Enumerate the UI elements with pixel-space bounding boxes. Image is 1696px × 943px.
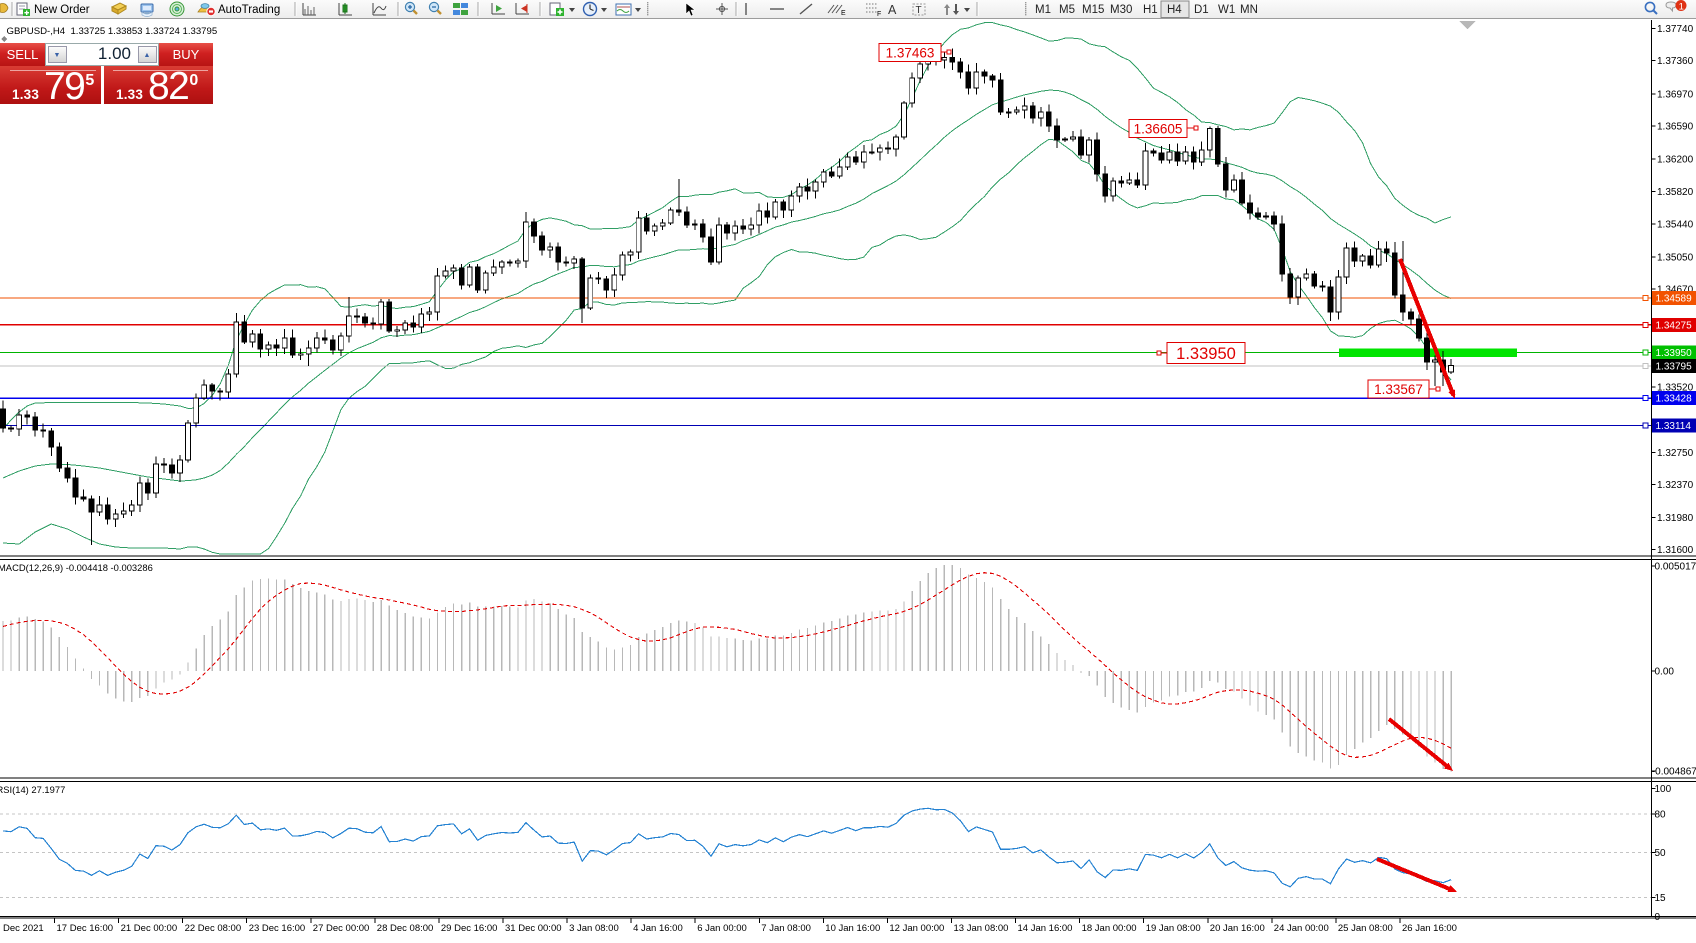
svg-text:31 Dec 00:00: 31 Dec 00:00 [505,923,562,934]
svg-text:25 Jan 08:00: 25 Jan 08:00 [1338,923,1393,934]
svg-text:0.005017: 0.005017 [1655,562,1696,573]
svg-text:27 Dec 00:00: 27 Dec 00:00 [313,923,370,934]
svg-text:GBPUSD-,H4 1.33725 1.33853 1.: GBPUSD-,H4 1.33725 1.33853 1.33724 1.337… [7,26,218,37]
svg-text:6 Jan 00:00: 6 Jan 00:00 [697,923,747,934]
svg-text:MACD(12,26,9) -0.004418 -0.003: MACD(12,26,9) -0.004418 -0.003286 [0,562,153,573]
svg-text:1.34589: 1.34589 [1656,293,1693,304]
svg-text:1.35050: 1.35050 [1657,252,1694,263]
svg-text:4 Jan 16:00: 4 Jan 16:00 [633,923,683,934]
svg-text:14 Jan 16:00: 14 Jan 16:00 [1018,923,1073,934]
svg-text:50: 50 [1655,848,1667,859]
svg-text:21 Dec 00:00: 21 Dec 00:00 [121,923,178,934]
svg-text:80: 80 [1655,810,1667,821]
svg-text:1.32750: 1.32750 [1657,448,1694,459]
svg-text:1.36970: 1.36970 [1657,89,1694,100]
svg-text:W1: W1 [1218,4,1235,16]
svg-text:1.33114: 1.33114 [1656,421,1692,432]
svg-text:24 Jan 00:00: 24 Jan 00:00 [1274,923,1329,934]
svg-text:1.36605: 1.36605 [1134,121,1183,136]
svg-text:Dec 2021: Dec 2021 [3,923,44,934]
svg-text:E: E [841,10,846,17]
svg-text:10 Jan 16:00: 10 Jan 16:00 [825,923,880,934]
svg-text:1.33428: 1.33428 [1656,394,1693,405]
svg-text:23 Dec 16:00: 23 Dec 16:00 [249,923,306,934]
svg-text:7 Jan 08:00: 7 Jan 08:00 [761,923,811,934]
svg-text:F: F [877,11,881,18]
svg-text:17 Dec 16:00: 17 Dec 16:00 [57,923,114,934]
svg-text:T: T [916,5,922,16]
svg-text:1.33567: 1.33567 [1374,382,1423,397]
svg-text:15: 15 [1655,893,1667,904]
svg-text:1.32370: 1.32370 [1657,480,1694,491]
svg-text:MN: MN [1240,4,1258,16]
svg-text:1.33795: 1.33795 [1656,362,1693,373]
svg-text:22 Dec 08:00: 22 Dec 08:00 [185,923,242,934]
svg-text:1.37740: 1.37740 [1657,24,1694,35]
svg-text:18 Jan 00:00: 18 Jan 00:00 [1082,923,1137,934]
svg-text:New Order: New Order [34,4,90,16]
svg-text:1.36590: 1.36590 [1657,122,1694,133]
svg-text:29 Dec 16:00: 29 Dec 16:00 [441,923,498,934]
svg-text:1.37360: 1.37360 [1657,56,1694,67]
svg-text:1.34275: 1.34275 [1656,320,1693,331]
svg-text:M15: M15 [1082,4,1104,16]
svg-text:1.35820: 1.35820 [1657,187,1694,198]
svg-text:RSI(14) 27.1977: RSI(14) 27.1977 [0,784,65,795]
svg-text:1.33950: 1.33950 [1656,348,1693,359]
svg-text:M5: M5 [1059,4,1075,16]
svg-text:26 Jan 16:00: 26 Jan 16:00 [1402,923,1457,934]
svg-text:1.35440: 1.35440 [1657,219,1694,230]
svg-text:M1: M1 [1035,4,1051,16]
svg-text:1.36200: 1.36200 [1657,155,1694,166]
svg-text:20 Jan 16:00: 20 Jan 16:00 [1210,923,1265,934]
svg-text:13 Jan 08:00: 13 Jan 08:00 [954,923,1009,934]
svg-text:-0.004867: -0.004867 [1652,767,1696,778]
svg-text:100: 100 [1655,784,1672,795]
svg-text:1.37463: 1.37463 [886,45,935,60]
svg-text:0.00: 0.00 [1655,666,1675,677]
svg-text:1.31600: 1.31600 [1657,545,1694,556]
svg-text:19 Jan 08:00: 19 Jan 08:00 [1146,923,1201,934]
svg-text:H1: H1 [1143,4,1158,16]
svg-text:A: A [888,3,897,17]
svg-text:H4: H4 [1167,4,1182,16]
svg-text:3 Jan 08:00: 3 Jan 08:00 [569,923,619,934]
svg-text:D1: D1 [1194,4,1209,16]
svg-text:28 Dec 08:00: 28 Dec 08:00 [377,923,434,934]
svg-text:12 Jan 00:00: 12 Jan 00:00 [889,923,944,934]
svg-text:M30: M30 [1110,4,1132,16]
svg-text:AutoTrading: AutoTrading [218,4,280,16]
svg-text:1.33950: 1.33950 [1176,345,1236,363]
svg-text:1: 1 [1679,2,1684,13]
svg-text:1.31980: 1.31980 [1657,513,1694,524]
